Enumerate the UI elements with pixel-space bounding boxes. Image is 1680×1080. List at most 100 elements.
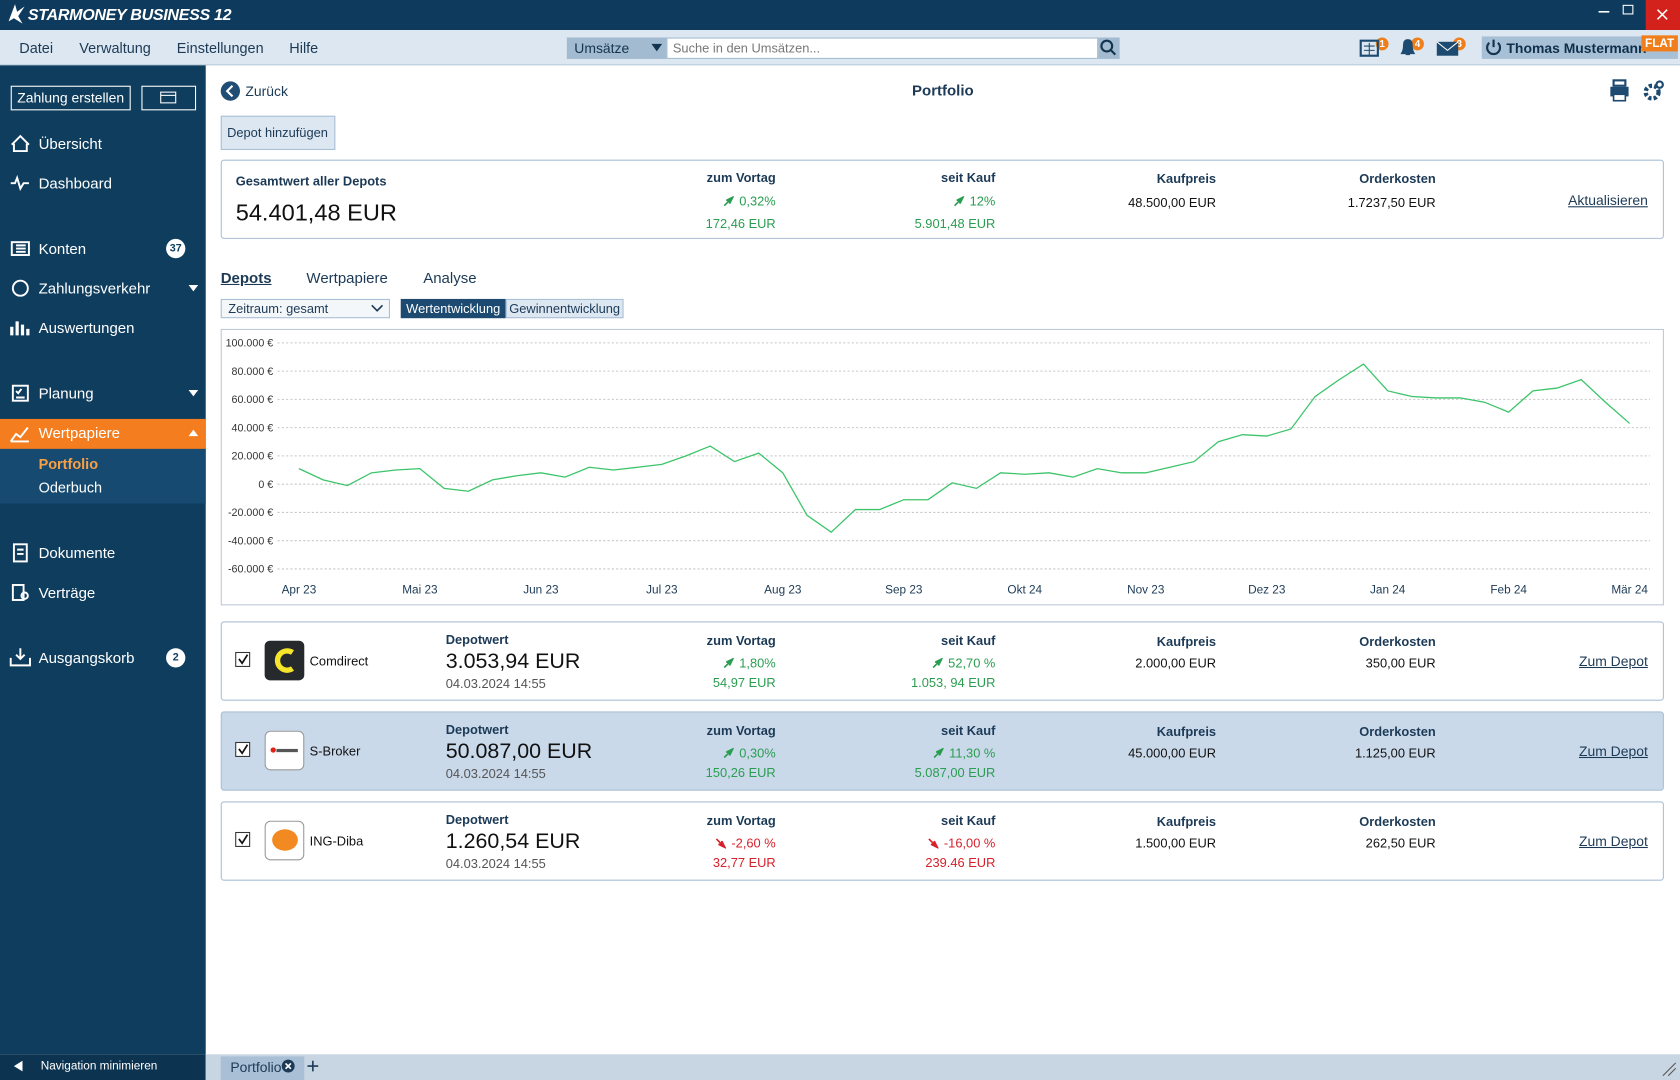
sidebar-footer[interactable]: [0, 1054, 206, 1080]
plan-label: FLAT: [1645, 37, 1675, 51]
trend-up-icon: [932, 657, 943, 669]
page-title: Portfolio: [912, 81, 974, 99]
depot-value: 1.260,54 EUR: [445, 829, 581, 854]
view-tab[interactable]: Wertpapiere: [306, 268, 388, 287]
mode-active[interactable]: [400, 298, 506, 319]
period-select[interactable]: [220, 298, 391, 319]
column-header: Orderkosten: [1359, 814, 1436, 830]
create-payment-button[interactable]: [10, 85, 131, 111]
day-change-abs: 54,97 EUR: [713, 675, 776, 690]
user-name: Thomas Mustermann: [1506, 40, 1647, 57]
add-depot-button[interactable]: [220, 115, 336, 151]
open-depot-link[interactable]: Zum Depot: [1578, 833, 1648, 850]
value-text: 5.087,00 EUR: [914, 765, 996, 781]
depot-row[interactable]: [220, 621, 1664, 701]
order-cost: 350,00 EUR: [1365, 655, 1436, 671]
notification-count: 1: [1379, 38, 1385, 50]
value-text: 1.053, 94 EUR: [911, 675, 996, 691]
column-header: Depotwert: [445, 722, 509, 738]
value-text: 172,46 EUR: [705, 216, 776, 232]
view-tab[interactable]: Depots: [220, 268, 272, 287]
open-depot-link[interactable]: Zum Depot: [1578, 743, 1648, 760]
tab-bar: [205, 1054, 1680, 1080]
nav-subitem[interactable]: Portfolio: [38, 455, 99, 472]
since-change-pct: 11,30 %: [933, 746, 995, 761]
depot-value: 50.087,00 EUR: [445, 739, 593, 764]
column-header: seit Kauf: [941, 723, 996, 739]
search-input[interactable]: [666, 37, 1099, 59]
day-change-pct: 1,80%: [723, 656, 776, 671]
nav-item[interactable]: Dokumente: [38, 544, 116, 562]
trend-arrow: [954, 196, 965, 207]
value-text: 11,30 %: [949, 745, 996, 761]
nav-item[interactable]: Ausgangskorb: [38, 649, 135, 667]
trend-up-icon: [723, 196, 734, 207]
title-bar: [0, 0, 1680, 31]
open-depot-link[interactable]: Zum Depot: [1578, 653, 1648, 670]
nav-item[interactable]: Planung: [38, 384, 94, 402]
trend-up-icon: [933, 747, 944, 759]
search-placeholder: Suche in den Umsätzen...: [672, 40, 821, 56]
nav-subitem[interactable]: Oderbuch: [38, 479, 103, 496]
since-change-abs: 5.087,00 EUR: [915, 765, 996, 780]
period-label: Zeitraum: gesamt: [228, 301, 329, 317]
search-scope[interactable]: [566, 37, 667, 59]
nav-item[interactable]: Übersicht: [38, 135, 102, 153]
value-text: 239.46 EUR: [925, 855, 996, 871]
nav-badge-count: 37: [169, 242, 182, 255]
column-header: zum Vortag: [706, 813, 776, 829]
value-text: 0,30%: [739, 745, 776, 761]
column-header: Kaufpreis: [1156, 634, 1217, 650]
print-out: [1612, 93, 1627, 102]
depot-date: 04.03.2024 14:55: [445, 856, 546, 872]
nav-badge-count: 2: [172, 651, 179, 664]
depot-name: Comdirect: [309, 653, 369, 669]
nav-item[interactable]: Dashboard: [38, 174, 112, 192]
nav-item[interactable]: Konten: [38, 240, 87, 258]
back-icon[interactable]: [220, 81, 241, 101]
trend-up-icon: [723, 747, 734, 759]
card-button[interactable]: [141, 85, 197, 111]
column-header: zum Vortag: [706, 723, 776, 739]
settings-icon[interactable]: [1643, 83, 1661, 101]
nav-item[interactable]: Verträge: [38, 583, 96, 602]
nav-item[interactable]: Zahlungsverkehr: [38, 279, 151, 297]
chart-panel: [220, 328, 1664, 606]
column-header: zum Vortag: [706, 170, 776, 186]
value-text: -2,60 %: [731, 835, 776, 851]
since-change-pct: -16,00 %: [928, 836, 995, 851]
back-chevron: [225, 84, 234, 98]
column-header: seit Kauf: [941, 633, 996, 649]
mode-inactive[interactable]: [505, 298, 624, 319]
refresh-link[interactable]: Aktualisieren: [1568, 192, 1648, 209]
purchase-price: 2.000,00 EUR: [1135, 655, 1217, 671]
add-depot-label: Depot hinzufügen: [227, 125, 328, 141]
trend-up-icon: [954, 196, 965, 207]
trend-down-icon: [715, 838, 727, 849]
depot-row[interactable]: [220, 801, 1664, 881]
nav-item[interactable]: Auswertungen: [38, 319, 135, 337]
sidebar: [0, 65, 206, 1055]
view-tab[interactable]: Analyse: [423, 268, 477, 287]
column-header: Kaufpreis: [1156, 814, 1217, 830]
print-icon[interactable]: [1610, 86, 1629, 97]
back-link[interactable]: Zurück: [245, 83, 288, 100]
column-header: Depotwert: [445, 812, 509, 828]
app-title: STARMONEY BUSINESS 12: [27, 5, 232, 25]
trend-arrow: [723, 747, 734, 759]
nav-item[interactable]: Wertpapiere: [38, 424, 121, 442]
menu-item[interactable]: Hilfe: [289, 40, 319, 57]
day-change-abs: 172,46 EUR: [706, 216, 776, 231]
order-cost: 1.7237,50 EUR: [1347, 195, 1436, 211]
user-box[interactable]: [1481, 36, 1678, 59]
create-payment-label: Zahlung erstellen: [17, 89, 125, 106]
menu-item[interactable]: Einstellungen: [176, 40, 264, 57]
depot-name: S-Broker: [309, 743, 361, 759]
search-button[interactable]: [1098, 37, 1120, 59]
menu-item[interactable]: Verwaltung: [79, 40, 151, 57]
settings-small: [1655, 80, 1664, 89]
trend-arrow: [723, 657, 734, 669]
menu-item[interactable]: Datei: [19, 40, 54, 57]
column-header: zum Vortag: [706, 633, 776, 649]
